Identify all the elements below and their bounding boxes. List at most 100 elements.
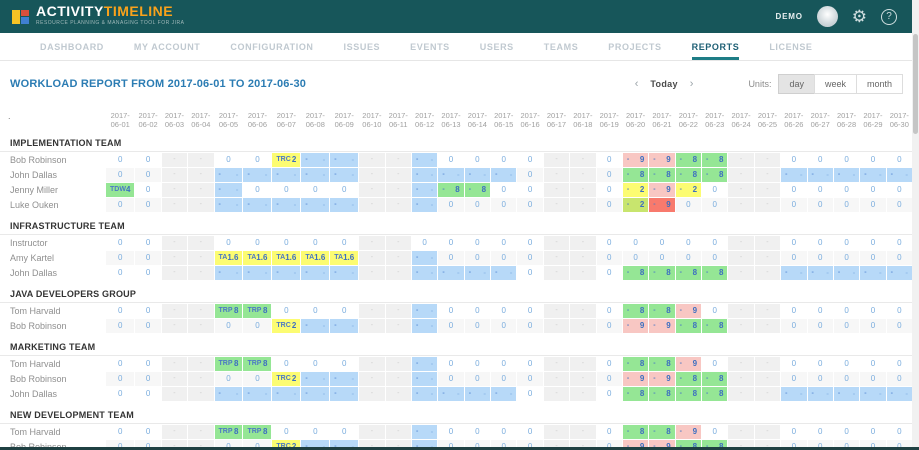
workload-cell: 0	[596, 153, 622, 167]
workload-cell: --	[464, 387, 491, 401]
nav-tab-my-account[interactable]: MY ACCOUNT	[133, 41, 201, 52]
workload-cell: 0	[243, 236, 272, 250]
workload-cell: -8	[675, 168, 702, 182]
workload-cell: 0	[833, 198, 860, 212]
nav-tab-issues[interactable]: ISSUES	[343, 41, 381, 52]
workload-cell: -	[161, 183, 188, 197]
workload-cell: -	[188, 168, 214, 182]
workload-cell: 0	[438, 440, 464, 450]
workload-cell: -	[385, 319, 411, 333]
app-logo[interactable]: ACTIVITYTIMELINE RESOURCE PLANNING & MAN…	[12, 4, 184, 28]
workload-cell: -8	[622, 304, 649, 318]
nav-tab-users[interactable]: USERS	[479, 41, 514, 52]
nav-tab-configuration[interactable]: CONFIGURATION	[230, 41, 314, 52]
nav-tab-projects[interactable]: PROJECTS	[608, 41, 662, 52]
workload-cell: 0	[860, 319, 886, 333]
workload-cell: -	[161, 168, 188, 182]
nav-tab-dashboard[interactable]: DASHBOARD	[40, 41, 104, 52]
workload-cell: 0	[886, 183, 912, 197]
workload-cell: 0	[491, 357, 517, 371]
unit-button-day[interactable]: day	[778, 74, 815, 94]
workload-cell: --	[411, 266, 438, 280]
workload-cell: -	[543, 168, 570, 182]
workload-cell: -	[728, 198, 754, 212]
app-header: ACTIVITYTIMELINE RESOURCE PLANNING & MAN…	[0, 0, 919, 33]
workload-cell: 0	[781, 236, 807, 250]
person-name: Bob Robinson	[0, 440, 105, 450]
workload-cell: 0	[464, 251, 491, 265]
workload-cell: -	[188, 198, 214, 212]
next-period-button[interactable]: ›	[689, 78, 694, 90]
gear-icon[interactable]: ⚙	[851, 7, 867, 26]
nav-tab-reports[interactable]: REPORTS	[691, 33, 740, 60]
prev-period-button[interactable]: ‹	[634, 78, 639, 90]
workload-cell: 0	[491, 372, 517, 386]
workload-cell: -	[543, 251, 570, 265]
workload-cell: 0	[301, 357, 330, 371]
date-column-header: 2017- 06-28	[833, 107, 860, 129]
workload-cell: -8	[622, 266, 649, 280]
workload-cell: -	[570, 251, 596, 265]
workload-cell: TA 1.6	[243, 251, 272, 265]
date-column-header: 2017- 06-04	[188, 107, 214, 129]
help-icon[interactable]: ?	[881, 8, 897, 25]
unit-button-month[interactable]: month	[855, 74, 903, 94]
workload-cell: --	[301, 319, 330, 333]
workload-cell: 0	[106, 440, 135, 450]
workload-cell: 0	[702, 357, 728, 371]
workload-cell: --	[301, 372, 330, 386]
workload-cell: 0	[860, 251, 886, 265]
workload-cell: 0	[330, 304, 359, 318]
workload-cell: -	[161, 198, 188, 212]
workload-cell: -	[728, 319, 754, 333]
today-button[interactable]: Today	[650, 79, 678, 89]
workload-cell: 0	[860, 198, 886, 212]
workload-cell: -	[728, 153, 754, 167]
team-header: INFRASTRUCTURE TEAM	[0, 213, 912, 235]
workload-cell: 0	[464, 357, 491, 371]
workload-cell: -9	[675, 304, 702, 318]
workload-cell: 0	[517, 198, 543, 212]
workload-cell: -8	[622, 168, 649, 182]
workload-cell: -	[728, 440, 754, 450]
workload-cell: 0	[860, 236, 886, 250]
date-column-header: 2017- 06-17	[543, 107, 570, 129]
workload-cell: 0	[517, 387, 543, 401]
workload-cell: 0	[596, 198, 622, 212]
workload-cell: 0	[860, 304, 886, 318]
workload-cell: -	[359, 304, 385, 318]
workload-cell: TRP 8	[214, 357, 243, 371]
unit-button-week[interactable]: week	[813, 74, 857, 94]
workload-cell: -	[570, 357, 596, 371]
workload-cell: -	[543, 372, 570, 386]
workload-cell: -	[754, 425, 781, 439]
workload-cell: 0	[860, 440, 886, 450]
workload-cell: 0	[135, 372, 161, 386]
nav-tab-events[interactable]: EVENTS	[410, 41, 450, 52]
workload-cell: 0	[622, 236, 649, 250]
workload-cell: -8	[675, 266, 702, 280]
workload-cell: 0	[886, 440, 912, 450]
workload-cell: -	[543, 357, 570, 371]
nav-tab-license[interactable]: LICENSE	[769, 41, 813, 52]
workload-cell: -9	[622, 440, 649, 450]
workload-cell: 0	[781, 198, 807, 212]
workload-cell: TA 1.6	[330, 251, 359, 265]
workload-cell: --	[411, 425, 438, 439]
workload-cell: -	[728, 251, 754, 265]
vertical-scrollbar[interactable]	[912, 0, 919, 450]
workload-cell: -	[754, 168, 781, 182]
workload-cell: 0	[491, 304, 517, 318]
workload-cell: 0	[438, 372, 464, 386]
nav-tab-teams[interactable]: TEAMS	[543, 41, 579, 52]
scrollbar-thumb[interactable]	[913, 34, 918, 134]
workload-cell: -	[161, 251, 188, 265]
workload-cell: --	[243, 168, 272, 182]
workload-cell: 0	[886, 236, 912, 250]
date-column-header: 2017- 06-03	[161, 107, 188, 129]
avatar[interactable]	[816, 6, 838, 27]
workload-cell: 0	[135, 251, 161, 265]
workload-cell: 0	[214, 440, 243, 450]
workload-cell: -8	[702, 168, 728, 182]
